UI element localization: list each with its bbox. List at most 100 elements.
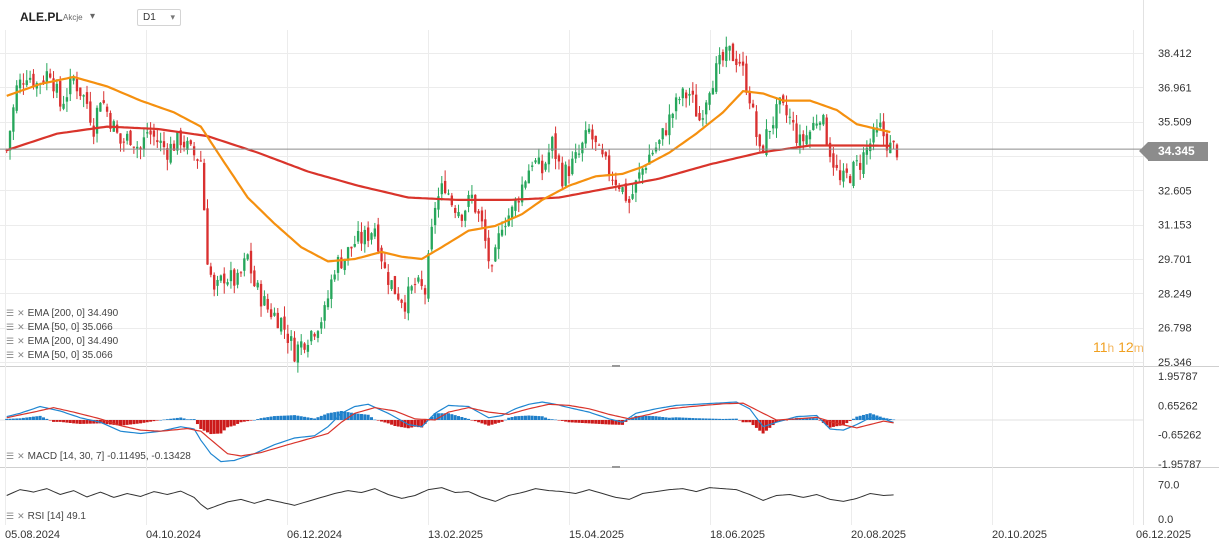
- candle-body: [778, 97, 782, 105]
- macd-histogram-bar: [293, 415, 297, 420]
- menu-icon[interactable]: ☰: [6, 511, 15, 521]
- macd-histogram-bar: [637, 415, 641, 420]
- indicator-legend-rsi[interactable]: ☰ ✕ RSI [14] 49.1: [6, 511, 86, 522]
- macd-histogram-bar: [155, 420, 159, 421]
- macd-histogram-bar: [547, 418, 551, 420]
- macd-histogram-bar: [139, 420, 143, 424]
- close-icon[interactable]: ✕: [17, 451, 25, 461]
- candle-body: [641, 168, 644, 175]
- candle-body: [477, 211, 480, 214]
- candle-body: [320, 322, 323, 329]
- candle-body: [651, 152, 654, 155]
- candle-body: [577, 153, 581, 155]
- macd-histogram-bar: [122, 420, 126, 426]
- macd-histogram-bar: [68, 420, 72, 423]
- candle-body: [310, 330, 313, 342]
- close-icon[interactable]: ✕: [17, 308, 25, 318]
- macd-histogram-bar: [323, 414, 327, 420]
- price-tick-label: 28.249: [1158, 288, 1192, 300]
- macd-histogram-bar: [299, 416, 303, 420]
- macd-histogram-bar: [718, 418, 722, 420]
- instrument-type: Akcje: [63, 13, 83, 22]
- macd-histogram-bar: [624, 420, 628, 422]
- candle-body: [454, 208, 457, 213]
- macd-histogram-bar: [460, 417, 464, 420]
- candle-body: [755, 111, 758, 138]
- indicator-legend-ema50[interactable]: ☰ ✕ EMA [50, 0] 35.066: [6, 322, 113, 333]
- candle-body: [738, 61, 741, 64]
- candle-body: [865, 147, 869, 155]
- macd-histogram-bar: [828, 420, 832, 428]
- macd-histogram-bar: [8, 418, 12, 420]
- macd-histogram-bar: [467, 418, 471, 420]
- candle-body: [243, 258, 246, 271]
- timeframe-select[interactable]: D1 ▾: [137, 9, 181, 26]
- macd-histogram-bar: [369, 417, 374, 420]
- candle-body: [192, 146, 196, 156]
- indicator-legend-ema200[interactable]: ☰ ✕ EMA [200, 0] 34.490: [6, 308, 118, 319]
- candle-body: [75, 79, 79, 92]
- rsi-tick-label: 70.0: [1158, 480, 1179, 492]
- candle-body: [377, 224, 380, 252]
- menu-icon[interactable]: ☰: [6, 322, 15, 332]
- macd-histogram-bar: [179, 417, 183, 420]
- close-icon[interactable]: ✕: [17, 350, 25, 360]
- macd-histogram-bar: [303, 416, 307, 420]
- macd-histogram-bar: [868, 413, 872, 420]
- macd-histogram-bar: [811, 418, 815, 420]
- candle-body: [15, 85, 18, 111]
- macd-histogram-bar: [855, 416, 859, 420]
- symbol-label[interactable]: ALE.PL: [20, 10, 63, 24]
- macd-histogram-bar: [436, 413, 440, 420]
- candle-body: [423, 288, 427, 295]
- macd-histogram-bar: [687, 417, 691, 420]
- macd-histogram-bar: [15, 418, 19, 420]
- macd-histogram-bar: [674, 417, 678, 420]
- candle-body: [895, 144, 899, 158]
- candle-body: [45, 71, 49, 84]
- macd-histogram-bar: [805, 417, 809, 420]
- macd-histogram-bar: [18, 418, 22, 420]
- candle-body: [276, 312, 279, 329]
- macd-histogram-bar: [162, 419, 166, 421]
- candle-body: [28, 77, 32, 80]
- macd-histogram-bar: [594, 420, 598, 424]
- candle-body: [815, 123, 818, 126]
- menu-icon[interactable]: ☰: [6, 336, 15, 346]
- close-icon[interactable]: ✕: [17, 511, 25, 521]
- candle-body: [674, 97, 678, 112]
- symbol-dropdown-icon[interactable]: ▾: [90, 11, 96, 22]
- candle-body: [561, 162, 564, 187]
- macd-histogram-bar: [647, 415, 651, 420]
- menu-icon[interactable]: ☰: [6, 308, 15, 318]
- macd-histogram-bar: [363, 414, 367, 420]
- macd-histogram-bar: [751, 420, 755, 426]
- macd-tick-label: 1.95787: [1158, 371, 1198, 383]
- candle-body: [480, 210, 484, 222]
- candle-body: [792, 119, 795, 123]
- macd-histogram-bar: [25, 417, 29, 420]
- candle-body: [146, 132, 149, 134]
- indicator-legend-macd[interactable]: ☰ ✕ MACD [14, 30, 7] -0.11495, -0.13428: [6, 451, 191, 462]
- candle-body: [798, 134, 802, 146]
- candle-body: [494, 247, 497, 262]
- candle-body: [812, 122, 815, 130]
- indicator-legend-ema50-2[interactable]: ☰ ✕ EMA [50, 0] 35.066: [6, 350, 113, 361]
- date-tick-label: 15.04.2025: [569, 529, 624, 541]
- price-tick-label: 25.346: [1158, 357, 1192, 369]
- close-icon[interactable]: ✕: [17, 336, 25, 346]
- macd-histogram-bar: [125, 420, 129, 425]
- candle-body: [279, 317, 283, 332]
- close-icon[interactable]: ✕: [17, 322, 25, 332]
- candle-body: [42, 80, 45, 83]
- menu-icon[interactable]: ☰: [6, 350, 15, 360]
- menu-icon[interactable]: ☰: [6, 451, 15, 461]
- candle-body: [708, 93, 711, 105]
- candle-body: [587, 128, 591, 133]
- candle-body: [500, 229, 504, 236]
- macd-histogram-bar: [661, 417, 665, 420]
- indicator-legend-ema200-2[interactable]: ☰ ✕ EMA [200, 0] 34.490: [6, 336, 118, 347]
- macd-histogram-bar: [473, 420, 477, 422]
- candle-body: [838, 170, 842, 181]
